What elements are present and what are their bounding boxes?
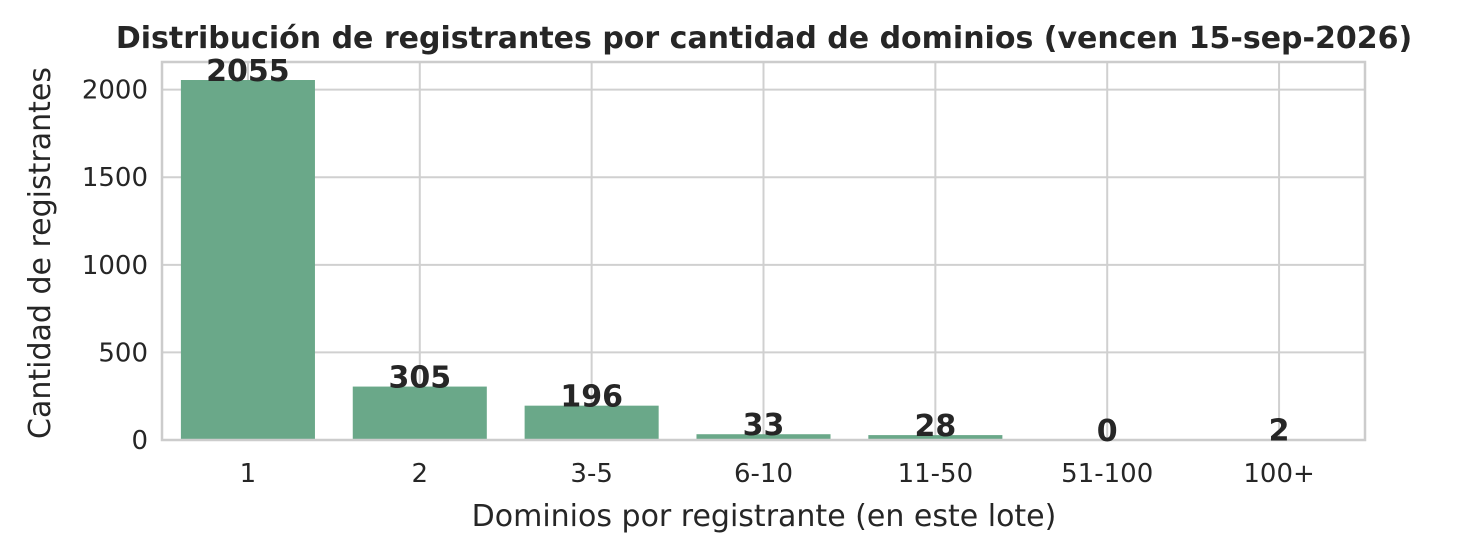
data-label: 28 bbox=[914, 409, 956, 444]
data-label: 2055 bbox=[206, 54, 290, 89]
data-label: 196 bbox=[560, 380, 623, 415]
x-tick-label: 2 bbox=[412, 459, 429, 489]
plot-border bbox=[160, 60, 1367, 442]
x-tick-label: 6-10 bbox=[734, 459, 793, 489]
y-tick-label: 1500 bbox=[82, 163, 148, 193]
data-label: 33 bbox=[743, 408, 785, 443]
bar-3-5 bbox=[524, 405, 659, 440]
x-tick-label: 51-100 bbox=[1061, 459, 1153, 489]
data-label: 2 bbox=[1269, 414, 1290, 449]
bar-1 bbox=[180, 80, 315, 440]
chart-title: Distribución de registrantes por cantida… bbox=[116, 21, 1412, 56]
x-tick-label: 100+ bbox=[1243, 459, 1314, 489]
bar-2 bbox=[352, 386, 487, 440]
data-labels: 2055 305 196 33 28 0 2 bbox=[206, 54, 1289, 449]
x-tick-label: 1 bbox=[240, 459, 257, 489]
y-tick-label: 2000 bbox=[82, 76, 148, 106]
bar-6-10 bbox=[696, 434, 831, 440]
x-tick-label: 3-5 bbox=[570, 459, 612, 489]
x-tick-label: 11-50 bbox=[898, 459, 974, 489]
bar-11-50 bbox=[868, 435, 1003, 440]
y-tick-label: 500 bbox=[98, 338, 148, 368]
bars bbox=[180, 80, 1347, 440]
y-tick-label: 1000 bbox=[82, 251, 148, 281]
grid bbox=[162, 62, 1365, 441]
data-label: 305 bbox=[388, 361, 451, 396]
y-axis-ticks: 0 500 1000 1500 2000 bbox=[82, 76, 148, 456]
plot-frame bbox=[160, 60, 1367, 442]
x-axis-ticks: 1 2 3-5 6-10 11-50 51-100 100+ bbox=[240, 459, 1315, 489]
x-axis-label: Dominios por registrante (en este lote) bbox=[472, 499, 1057, 534]
y-axis-label: Cantidad de registrantes bbox=[23, 67, 58, 439]
y-tick-label: 0 bbox=[131, 426, 148, 456]
data-label: 0 bbox=[1097, 414, 1118, 449]
